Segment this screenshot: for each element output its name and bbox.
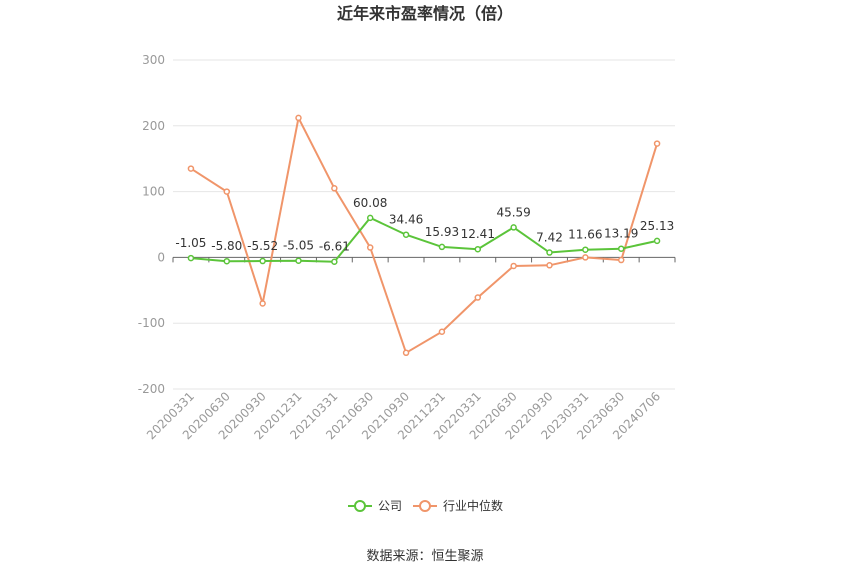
data-point[interactable] [546, 249, 553, 256]
data-label: -1.05 [175, 236, 206, 250]
data-point[interactable] [295, 114, 302, 122]
data-point[interactable] [617, 256, 625, 264]
legend-swatch-marker [419, 500, 431, 512]
source-note: 数据来源：恒生聚源 [366, 549, 483, 564]
data-label: 34.46 [389, 213, 423, 227]
data-point[interactable] [653, 140, 661, 147]
chart-title: 近年来市盈率情况（倍） [337, 4, 513, 23]
legend[interactable]: 公司 行业中位数 [348, 498, 503, 513]
data-label: -5.52 [247, 239, 278, 253]
data-label: 45.59 [496, 205, 530, 219]
legend-label: 行业中位数 [443, 498, 503, 513]
y-tick-label: 200 [142, 119, 165, 133]
data-label: 25.13 [640, 219, 674, 233]
data-label: 13.19 [604, 227, 638, 241]
data-point[interactable] [187, 254, 195, 262]
data-point[interactable] [331, 258, 338, 265]
legend-item-company[interactable]: 公司 [348, 499, 402, 513]
gridlines [173, 59, 675, 390]
data-label: -6.61 [319, 240, 350, 254]
data-point[interactable] [438, 328, 446, 336]
legend-swatch-marker [354, 500, 366, 512]
legend-item-industry-median[interactable]: 行业中位数 [413, 498, 503, 513]
data-point[interactable] [187, 165, 195, 172]
data-point[interactable] [438, 243, 446, 251]
data-point[interactable] [582, 246, 589, 253]
data-point[interactable] [510, 224, 517, 231]
data-point[interactable] [331, 185, 338, 192]
data-labels: -1.05 -5.80 -5.52 -5.05 -6.61 60.0834.4615.93… [175, 196, 674, 254]
data-label: -5.05 [283, 239, 314, 253]
y-axis: 300 200 100 0 -100 -200 [138, 53, 165, 396]
y-tick-label: 300 [142, 53, 165, 67]
data-point[interactable] [402, 349, 410, 357]
data-label: 11.66 [568, 228, 602, 242]
y-tick-label: 100 [142, 185, 165, 199]
data-point[interactable] [510, 262, 517, 270]
series-layer [187, 114, 661, 357]
y-tick-label: -200 [138, 382, 165, 396]
data-point[interactable] [259, 300, 266, 307]
data-point[interactable] [366, 214, 374, 222]
data-point[interactable] [653, 237, 661, 245]
data-point[interactable] [295, 257, 302, 264]
data-label: 60.08 [353, 196, 387, 210]
data-label: -5.80 [211, 239, 242, 253]
data-point[interactable] [366, 244, 374, 251]
data-point[interactable] [402, 231, 410, 238]
data-point[interactable] [546, 262, 553, 269]
data-label: 12.41 [461, 227, 495, 241]
data-point[interactable] [474, 245, 482, 253]
y-tick-label: 0 [157, 250, 165, 264]
series-line-company [190, 216, 658, 263]
data-point[interactable] [259, 257, 266, 265]
data-point[interactable] [582, 254, 589, 261]
data-point[interactable] [617, 245, 625, 252]
data-label: 15.93 [425, 225, 459, 239]
data-point[interactable] [223, 188, 231, 195]
legend-label: 公司 [378, 499, 402, 513]
series-line-industry-median [190, 114, 659, 355]
data-label: 7.42 [536, 231, 563, 245]
data-point[interactable] [223, 257, 231, 265]
data-point[interactable] [474, 294, 482, 301]
y-tick-label: -100 [138, 316, 165, 330]
